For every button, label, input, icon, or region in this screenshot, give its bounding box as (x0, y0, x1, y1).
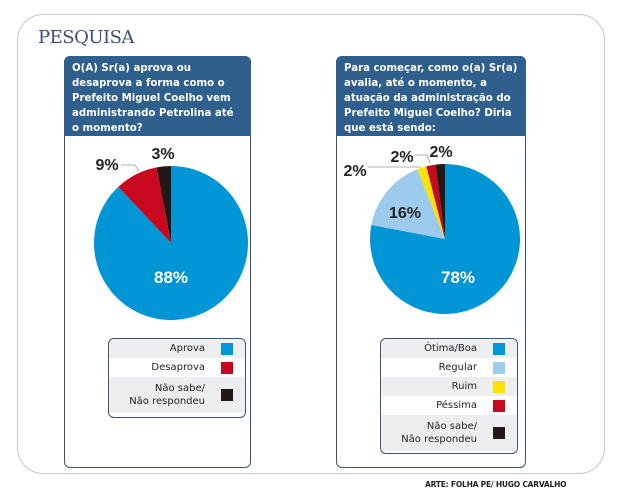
legend-item: Ótima/Boa (381, 339, 517, 358)
legend-swatch (221, 361, 233, 374)
legend-swatch (493, 342, 505, 355)
legend-label: Péssima (436, 400, 477, 411)
leader-line (414, 154, 431, 164)
legend-label: Ótima/Boa (424, 343, 477, 354)
data-label: 2% (429, 144, 452, 161)
legend-item: Não sabe/Não respondeu (109, 377, 245, 413)
legend-item: Desaprova (109, 358, 245, 377)
question-approval: O(A) Sr(a) aprova ou desaprova a forma c… (64, 56, 251, 136)
legend-label: Aprova (169, 343, 205, 354)
data-label: 78% (441, 268, 475, 287)
legend-item: Ruim (381, 377, 517, 396)
data-label: 3% (151, 146, 174, 163)
data-label: 88% (154, 268, 188, 287)
legend-swatch (221, 389, 233, 401)
legend-swatch (493, 380, 505, 393)
legend-item: Regular (381, 358, 517, 377)
pie-slice-desaprova (118, 167, 171, 243)
pie-slice-ótima-boa (370, 164, 521, 314)
pie-slice-regular (371, 169, 445, 239)
legend-swatch (493, 361, 505, 374)
pie-slice-não-sabe-não-respondeu (435, 164, 445, 239)
data-label: 2% (390, 149, 413, 166)
pie-slice-péssima (426, 164, 445, 239)
legend-swatch (493, 399, 505, 412)
legend-approval: Aprova Desaprova Não sabe/Não respondeu (108, 338, 246, 418)
legend-label: Regular (438, 362, 477, 373)
legend-label: Não sabe/Não respondeu (129, 383, 205, 407)
data-label: 2% (343, 163, 366, 180)
leader-line (121, 164, 140, 172)
legend-item: Aprova (109, 339, 245, 358)
art-credit: ARTE: FOLHA PE/ HUGO CARVALHO (425, 480, 567, 489)
legend-item: Péssima (381, 396, 517, 415)
legend-swatch (493, 427, 505, 439)
question-evaluation: Para começar, como o(a) Sr(a) avalia, at… (336, 56, 526, 136)
data-label: 9% (95, 157, 118, 174)
legend-label: Não sabe/Não respondeu (401, 421, 477, 445)
legend-label: Ruim (451, 381, 477, 392)
legend-item: Não sabe/Não respondeu (381, 415, 517, 451)
page-title: PESQUISA (38, 27, 134, 48)
legend-label: Desaprova (151, 362, 205, 373)
legend-swatch (221, 342, 233, 355)
pie-slice-ruim (417, 166, 445, 239)
pie-slice-não-sabe-não-respondeu (156, 166, 171, 243)
legend-evaluation: Ótima/Boa Regular Ruim Péssima Não sabe/Não … (380, 338, 518, 454)
data-label: 16% (389, 205, 421, 222)
